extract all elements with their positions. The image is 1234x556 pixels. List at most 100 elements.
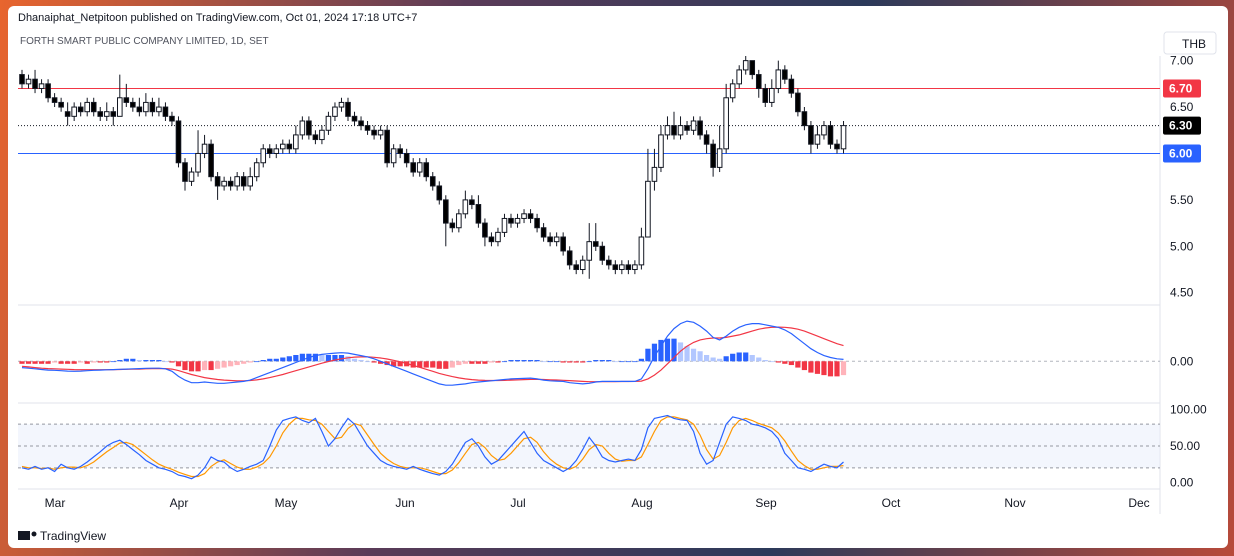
candle-body <box>834 143 840 150</box>
stochastic-tick-label: 100.00 <box>1170 403 1207 417</box>
macd-histogram-bar <box>52 361 58 363</box>
price-badge-label: 6.70 <box>1169 81 1193 95</box>
macd-histogram-bar <box>182 361 188 371</box>
month-label: Oct <box>882 496 901 510</box>
candle-body <box>547 236 553 243</box>
macd-histogram-bar <box>97 361 103 363</box>
candle-body <box>566 250 573 266</box>
price-badge-label: 6.30 <box>1169 119 1193 133</box>
macd-histogram-bar <box>593 360 599 362</box>
candle-body <box>488 236 495 243</box>
candle-body <box>32 78 38 89</box>
currency-button[interactable]: THB <box>1163 31 1217 55</box>
price-badge-label: 6.00 <box>1169 146 1193 160</box>
month-label: Jul <box>510 496 525 510</box>
candle-body <box>443 199 449 224</box>
symbol-title: FORTH SMART PUBLIC COMPANY LIMITED, 1D, … <box>20 36 269 47</box>
macd-histogram-bar <box>19 361 25 364</box>
candle-body <box>729 83 736 99</box>
candle-body <box>521 213 527 219</box>
month-label: Sep <box>755 496 777 510</box>
macd-histogram-bar <box>299 353 305 362</box>
candle-body <box>247 176 253 187</box>
candle-body <box>97 111 104 117</box>
macd-histogram-bar <box>156 360 162 362</box>
candle-body <box>45 83 51 99</box>
price-tick-label: 4.50 <box>1170 286 1194 300</box>
macd-histogram-bar <box>65 361 71 364</box>
macd-histogram-bar <box>449 361 455 368</box>
candle-body <box>201 143 208 154</box>
candle-body <box>286 143 293 150</box>
candle-body <box>410 162 416 173</box>
candle-body <box>143 101 149 113</box>
candle-body <box>527 213 534 219</box>
candle-body <box>103 111 110 117</box>
macd-histogram-bar <box>671 338 677 362</box>
macd-histogram-bar <box>234 361 240 366</box>
macd-histogram-bar <box>267 358 273 362</box>
price-badge <box>1163 144 1201 163</box>
macd-histogram-bar <box>762 360 768 362</box>
macd-histogram-bar <box>521 360 527 362</box>
macd-histogram-bar <box>117 360 123 362</box>
month-label: Apr <box>170 496 189 510</box>
candle-body <box>436 185 443 201</box>
macd-histogram-bar <box>625 361 631 363</box>
candle-body <box>710 143 716 168</box>
macd-histogram-bar <box>514 360 521 362</box>
candle-body <box>508 217 514 224</box>
month-label: Jun <box>395 496 414 510</box>
macd-histogram-bar <box>508 360 514 362</box>
candle-body <box>84 101 91 113</box>
macd-histogram-bar <box>651 343 658 362</box>
time-axis: Mar Apr May Jun Jul Aug Sep Oct Nov Dec <box>45 496 1150 510</box>
macd-histogram-bar <box>456 361 462 366</box>
candle-body <box>214 176 221 187</box>
candle-body <box>325 115 332 131</box>
candle-body <box>149 101 156 113</box>
macd-histogram-bar <box>632 361 638 363</box>
tradingview-logo: TradingView <box>18 529 106 543</box>
macd-histogram-bar <box>723 356 729 362</box>
candle-body <box>51 97 58 103</box>
candle-body <box>384 129 390 164</box>
stochastic-tick-label: 0.00 <box>1170 475 1194 489</box>
candle-body <box>90 101 97 113</box>
candle-body <box>19 74 25 85</box>
candle-body <box>25 78 32 85</box>
macd-histogram-bar <box>91 361 97 363</box>
macd-histogram-bar <box>821 361 827 376</box>
macd-histogram-bar <box>32 361 38 364</box>
macd-histogram-bar <box>208 361 214 371</box>
macd-histogram-bar <box>410 361 416 368</box>
candle-body <box>514 217 521 224</box>
candle-body <box>651 166 658 182</box>
macd-histogram-bar <box>417 361 423 368</box>
macd-histogram-bar <box>658 339 664 362</box>
month-label: May <box>275 496 298 510</box>
macd-tick-label: 0.00 <box>1170 354 1194 368</box>
candle-body <box>801 111 808 127</box>
currency-label: THB <box>1182 37 1206 51</box>
candle-body <box>377 129 384 136</box>
candle-body <box>397 148 403 154</box>
publisher-text: Dhanaiphat_Netpitoon published on Tradin… <box>18 12 417 24</box>
candle-body <box>429 176 436 187</box>
candle-body <box>273 148 280 154</box>
candle-body <box>827 125 834 145</box>
macd-histogram-bar <box>469 361 475 364</box>
candle-body <box>64 111 71 117</box>
candle-body <box>645 180 651 238</box>
macd-histogram-bar <box>436 361 442 369</box>
chart-card: Dhanaiphat_Netpitoon published on Tradin… <box>8 6 1228 548</box>
macd-histogram-bar <box>84 361 90 364</box>
macd-histogram-bar <box>364 361 371 363</box>
macd-histogram-bar <box>221 361 227 368</box>
candle-body <box>306 120 312 136</box>
candle-body <box>573 264 580 271</box>
price-tick-label: 6.50 <box>1170 100 1194 114</box>
macd-histogram-bar <box>430 361 436 368</box>
candle-body <box>723 97 729 150</box>
macd-histogram-bar <box>840 361 847 376</box>
